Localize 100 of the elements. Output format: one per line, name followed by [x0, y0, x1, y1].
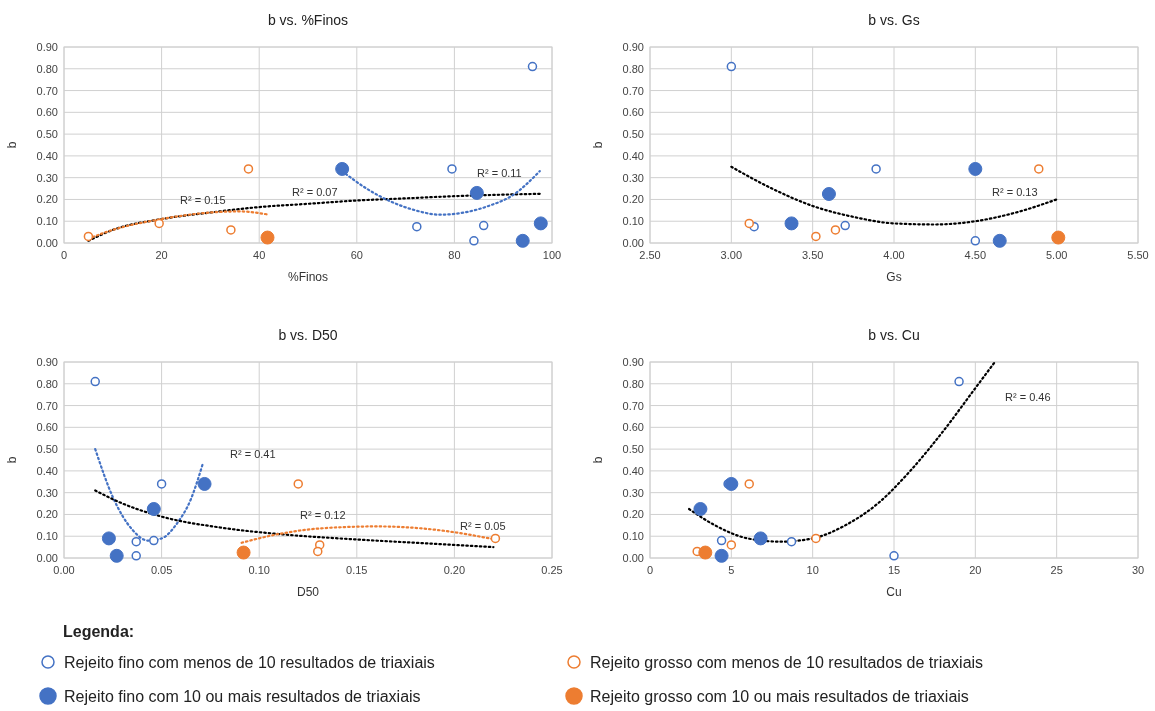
y-tick-label: 0.00 [36, 237, 58, 249]
x-tick-label: 3.50 [801, 249, 824, 261]
point [101, 531, 116, 546]
x-tick-label: 0.10 [248, 564, 270, 576]
point [830, 225, 841, 235]
y-tick-label: 0.30 [622, 171, 644, 184]
point [226, 225, 236, 235]
point [90, 376, 100, 387]
y-tick-label: 0.80 [36, 377, 58, 390]
y-tick-label: 0.50 [36, 128, 58, 141]
point [313, 546, 323, 557]
point [469, 236, 479, 246]
annotation: R² = 0.11 [477, 167, 522, 179]
x-axis-title: Cu [886, 585, 902, 599]
point [109, 548, 124, 563]
point [490, 533, 501, 544]
x-tick-label: 15 [887, 564, 901, 576]
point [515, 233, 530, 248]
y-tick-label: 0.40 [622, 464, 644, 477]
point [533, 216, 548, 231]
point [726, 540, 737, 550]
x-axis-title: D50 [296, 585, 320, 599]
x-tick-label: 5.00 [1045, 249, 1068, 261]
annotation: R² = 0.13 [992, 186, 1038, 198]
x-tick-label: 10 [806, 564, 819, 576]
y-tick-label: 0.70 [36, 84, 58, 97]
chart-title: b vs. %Finos [267, 12, 349, 28]
point [146, 502, 161, 516]
point [784, 216, 799, 231]
point [197, 476, 212, 491]
y-tick-label: 0.30 [36, 486, 58, 499]
y-tick-label: 0.30 [622, 486, 644, 499]
x-axis-title: Gs [886, 270, 902, 284]
point [149, 535, 159, 546]
point [714, 548, 729, 563]
point [293, 479, 303, 489]
point [724, 476, 739, 491]
point [744, 479, 754, 489]
point [992, 233, 1007, 248]
y-tick-label: 0.60 [622, 106, 644, 119]
line-series [730, 165, 1058, 226]
legend-label: Rejeito grosso com menos de 10 resultados de triaxiais [590, 654, 984, 671]
chart-title: b vs. D50 [278, 327, 338, 343]
point [1051, 230, 1066, 245]
x-tick-label: 2.50 [639, 249, 661, 261]
point [811, 231, 821, 242]
point [753, 531, 768, 546]
x-tick-label: 0.00 [53, 564, 75, 576]
annotation: R² = 0.46 [1005, 391, 1051, 403]
x-tick-label: 60 [350, 249, 363, 261]
y-tick-label: 0.70 [622, 399, 644, 412]
y-tick-label: 0.60 [36, 421, 58, 434]
point [260, 230, 275, 245]
legend-label: Rejeito fino com 10 ou mais resultados de triaxiais [64, 688, 421, 705]
x-tick-label: 0 [646, 564, 654, 576]
y-tick-label: 0.40 [36, 464, 58, 477]
y-tick-label: 0.80 [36, 62, 58, 75]
y-tick-label: 0.10 [36, 215, 58, 228]
y-axis-title: b [591, 456, 605, 464]
chart-title: b vs. Gs [868, 12, 920, 28]
y-tick-label: 0.00 [622, 552, 644, 564]
x-tick-label: 4.50 [964, 249, 987, 261]
point [716, 535, 727, 546]
point [131, 536, 141, 547]
point [970, 236, 981, 246]
point [131, 551, 141, 561]
chart-title: b vs. Cu [868, 327, 920, 343]
x-tick-label: 0.20 [443, 564, 466, 576]
point [871, 164, 881, 174]
y-tick-label: 0.90 [622, 356, 644, 368]
x-tick-label: 20 [969, 564, 982, 576]
point [726, 61, 737, 72]
y-tick-label: 0.90 [36, 356, 58, 368]
point [243, 164, 254, 174]
line-series [687, 360, 996, 543]
point [156, 479, 167, 489]
x-tick-label: 80 [448, 249, 461, 261]
point [821, 187, 836, 201]
y-axis-title: b [591, 141, 605, 149]
x-tick-label: 100 [542, 249, 562, 261]
legend-label: Rejeito grosso com 10 ou mais resultados de triaxiais [590, 688, 969, 705]
point [154, 218, 164, 229]
y-tick-label: 0.80 [622, 377, 644, 390]
legend-title: Legenda: [63, 623, 135, 640]
point [527, 61, 538, 72]
point [412, 221, 422, 232]
y-tick-label: 0.60 [622, 421, 644, 434]
y-tick-label: 0.50 [622, 128, 644, 141]
point [469, 185, 484, 200]
x-tick-label: 5.50 [1127, 249, 1149, 261]
y-tick-label: 0.90 [36, 41, 58, 53]
y-tick-label: 0.70 [622, 84, 644, 97]
x-tick-label: 30 [1131, 564, 1145, 576]
annotation: R² = 0.12 [300, 509, 346, 521]
x-tick-label: 0.25 [541, 564, 563, 576]
annotation: R² = 0.41 [230, 448, 276, 460]
point [447, 164, 457, 174]
y-tick-label: 0.00 [622, 237, 644, 249]
point [83, 231, 94, 242]
y-tick-label: 0.00 [36, 552, 58, 564]
